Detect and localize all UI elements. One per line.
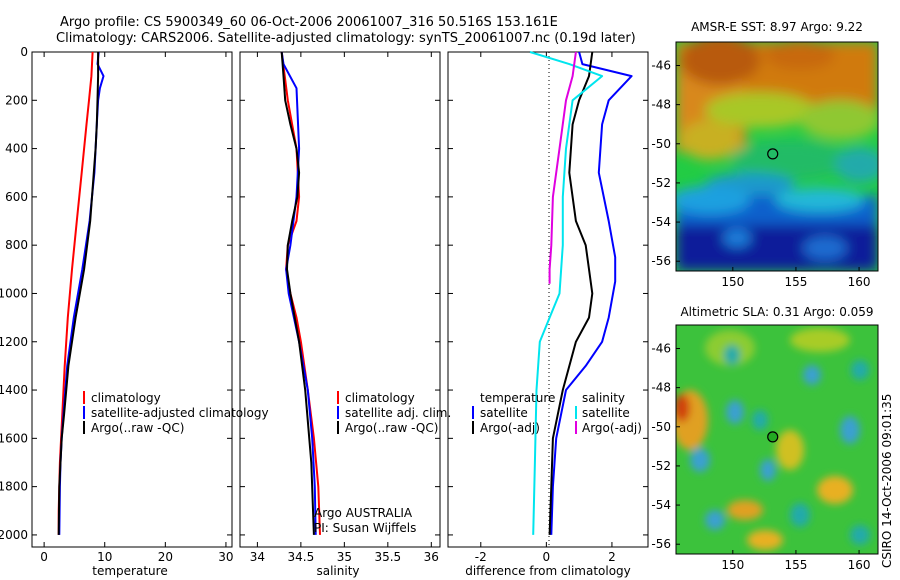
legend-label-temp-argo: Argo(-adj) (480, 421, 540, 435)
header-line2: Climatology: CARS2006. Satellite-adjuste… (56, 31, 636, 46)
legend-label-sal-satellite: satellite (582, 406, 630, 420)
y-tick-label: -52 (651, 459, 671, 473)
x-tick-label: 36 (424, 550, 439, 564)
y-tick-label: -52 (651, 176, 671, 190)
salinity-y-ticks (240, 51, 440, 536)
y-tick-label: 1400 (0, 383, 28, 397)
y-tick-label: 1200 (0, 335, 28, 349)
y-tick-label: 1800 (0, 480, 28, 494)
x-tick-label: 160 (848, 558, 871, 572)
x-tick-label: 160 (848, 275, 871, 289)
y-tick-label: -48 (651, 381, 671, 395)
y-tick-label: 800 (5, 238, 28, 252)
difference-lines (529, 51, 633, 535)
salinity-x-ticks: 34 34.5 35 35.5 36 (250, 52, 439, 564)
legend-title-temperature: temperature (480, 391, 555, 405)
y-tick-label: 0 (20, 45, 28, 59)
pi-label: PI: Susan Wijffels (314, 521, 416, 535)
series-line (280, 51, 315, 535)
y-tick-label: -54 (651, 498, 671, 512)
x-tick-label: 0 (543, 550, 551, 564)
temperature-y-ticks: 0 200 400 600 800 1000 1200 1400 1600 1800 2000 (0, 45, 232, 542)
temperature-xlabel: temperature (92, 564, 167, 578)
y-tick-label: -46 (651, 58, 671, 72)
series-line (548, 51, 594, 535)
temperature-legend: climatology satellite-adjusted climatolo… (83, 391, 269, 435)
legend-label-climatology: climatology (91, 391, 161, 405)
temperature-axes-box (31, 51, 233, 548)
y-tick-label: -46 (651, 341, 671, 355)
salinity-axes-box (239, 51, 441, 548)
argo-position-marker (767, 431, 779, 443)
x-tick-label: 2 (608, 550, 616, 564)
x-tick-label: 155 (784, 558, 807, 572)
sla-map-ticks: 150 155 160 -46 -48 -50 -52 -54 -56 (651, 341, 870, 572)
y-tick-label: 1000 (0, 286, 28, 300)
y-tick-label: -50 (651, 420, 671, 434)
salinity-lines (280, 51, 321, 535)
legend-label-climatology: climatology (345, 391, 415, 405)
sst-map-title: AMSR-E SST: 8.97 Argo: 9.22 (691, 20, 863, 34)
institution-label: Argo AUSTRALIA (314, 506, 413, 520)
x-tick-label: 35.5 (374, 550, 401, 564)
y-tick-label: 1600 (0, 431, 28, 445)
y-tick-label: -54 (651, 215, 671, 229)
salinity-legend: climatology satellite adj. clim. Argo(..… (337, 391, 451, 435)
sst-map-panel: AMSR-E SST: 8.97 Argo: 9.22 (651, 20, 879, 289)
legend-label-argo: Argo(..raw -QC) (345, 421, 438, 435)
x-tick-label: 35 (337, 550, 352, 564)
x-tick-label: 10 (97, 550, 112, 564)
y-tick-label: -48 (651, 98, 671, 112)
difference-xlabel: difference from climatology (465, 564, 631, 578)
series-line (550, 51, 633, 535)
sla-map-title: Altimetric SLA: 0.31 Argo: 0.059 (680, 305, 873, 319)
x-tick-label: 30 (218, 550, 233, 564)
sla-map-panel: Altimetric SLA: 0.31 Argo: 0.059 (651, 305, 879, 572)
legend-title-salinity: salinity (582, 391, 625, 405)
series-line (57, 52, 100, 535)
difference-axes-box (447, 51, 649, 548)
series-line (280, 51, 317, 535)
x-tick-label: 34 (250, 550, 265, 564)
header-line1: Argo profile: CS 5900349_60 06-Oct-2006 … (60, 15, 558, 30)
y-tick-label: -56 (651, 254, 671, 268)
sla-map-frame (675, 324, 879, 555)
x-tick-label: 0 (40, 550, 48, 564)
sst-map-ticks: 150 155 160 -46 -48 -50 -52 -54 -56 (651, 58, 870, 289)
x-tick-label: -2 (475, 550, 487, 564)
y-tick-label: 400 (5, 142, 28, 156)
y-tick-label: -50 (651, 137, 671, 151)
difference-x-ticks: -2 0 2 (448, 51, 648, 564)
legend-label-satellite: satellite-adjusted climatology (91, 406, 269, 420)
x-tick-label: 150 (721, 275, 744, 289)
legend-label-temp-satellite: satellite (480, 406, 528, 420)
x-tick-label: 150 (721, 558, 744, 572)
x-tick-label: 34.5 (288, 550, 315, 564)
x-tick-label: 20 (158, 550, 173, 564)
salinity-xlabel: salinity (316, 564, 359, 578)
y-tick-label: 600 (5, 190, 28, 204)
y-tick-label: -56 (651, 537, 671, 551)
y-tick-label: 200 (5, 93, 28, 107)
legend-label-argo: Argo(..raw -QC) (91, 421, 184, 435)
salinity-panel: 34 34.5 35 35.5 36 salinity climatology sate… (239, 51, 451, 578)
series-line (529, 51, 604, 535)
series-line (57, 51, 94, 535)
difference-panel: -2 0 2 difference from climatology tempera… (447, 51, 649, 578)
legend-label-satellite: satellite adj. clim. (345, 406, 451, 420)
series-line (548, 51, 577, 284)
sst-map-frame (675, 41, 879, 272)
timestamp-watermark: CSIRO 14-Oct-2006 09:01:35 (880, 394, 894, 568)
temperature-x-ticks: 0 10 20 30 (40, 52, 234, 564)
temperature-panel: 0 200 400 600 800 1000 1200 1400 1600 1800 2000 0 1… (0, 45, 269, 578)
argo-position-marker (767, 148, 779, 160)
legend-label-sal-argo: Argo(-adj) (582, 421, 642, 435)
y-tick-label: 2000 (0, 528, 28, 542)
temperature-lines (57, 51, 105, 535)
difference-legend: temperature satellite Argo(-adj) salinit… (472, 391, 642, 435)
sla-heatmap (676, 325, 878, 554)
sst-heatmap (676, 42, 878, 271)
x-tick-label: 155 (784, 275, 807, 289)
